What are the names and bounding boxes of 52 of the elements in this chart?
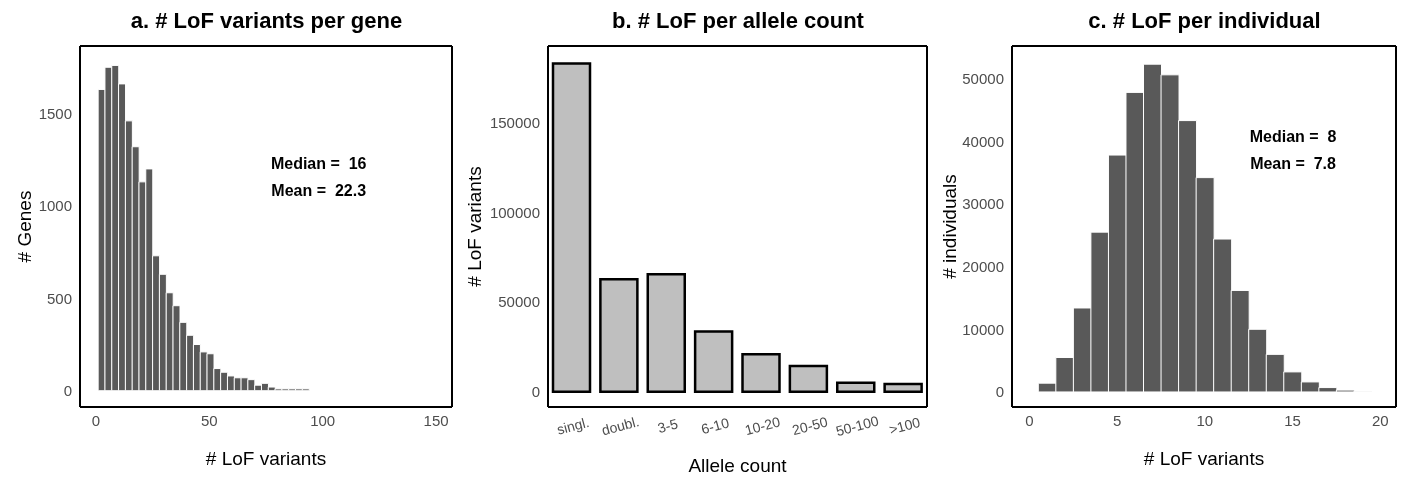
x-tick-label: doubl. xyxy=(599,413,641,439)
y-tick-label: 0 xyxy=(531,383,540,401)
x-tick-label: 5 xyxy=(1113,411,1122,429)
bar xyxy=(599,278,639,393)
bar xyxy=(741,352,781,393)
x-tick-label: 10-20 xyxy=(743,413,783,439)
x-tick-label: 15 xyxy=(1284,411,1301,429)
annotation: Median = 8 xyxy=(1249,127,1337,147)
bar xyxy=(883,382,923,393)
x-tick-label: 50 xyxy=(200,411,218,429)
y-tick-label: 1500 xyxy=(38,104,72,122)
y-tick-label: 50000 xyxy=(498,293,540,311)
y-tick-label: 0 xyxy=(63,382,72,400)
x-axis-title: # LoF variants xyxy=(205,448,327,469)
x-tick-label: 150 xyxy=(423,411,449,429)
y-tick-label: 500 xyxy=(46,289,72,307)
x-tick-label: 10 xyxy=(1196,411,1214,429)
y-tick-label: 50000 xyxy=(962,69,1004,87)
x-tick-label: 0 xyxy=(1025,411,1034,429)
x-tick-label: 6-10 xyxy=(699,414,731,438)
chart-title: b. # LoF per allele count xyxy=(611,8,865,35)
bar xyxy=(646,273,686,393)
chart-title: a. # LoF variants per gene xyxy=(129,8,404,35)
y-axis-title: # Genes xyxy=(13,190,35,263)
x-tick-label: 100 xyxy=(310,411,336,429)
x-tick-label: 50-100 xyxy=(834,412,881,440)
chart-title: c. # LoF per individual xyxy=(1087,8,1322,35)
bar xyxy=(693,330,734,393)
x-tick-label: 3-5 xyxy=(655,415,680,437)
x-tick-label: 20-50 xyxy=(790,413,830,439)
annotation: Median = 16 xyxy=(270,154,367,174)
y-tick-label: 150000 xyxy=(489,113,540,131)
annotation: Mean = 7.8 xyxy=(1249,154,1337,174)
y-tick-label: 1000 xyxy=(38,197,72,215)
x-axis-title: Allele count xyxy=(688,455,788,476)
y-tick-label: 40000 xyxy=(962,132,1004,150)
bar xyxy=(551,62,592,393)
y-tick-label: 100000 xyxy=(489,203,540,221)
bar xyxy=(788,364,829,393)
y-tick-label: 0 xyxy=(995,383,1004,401)
annotation: Mean = 22.3 xyxy=(270,181,367,201)
x-tick-label: 0 xyxy=(91,411,101,429)
bar xyxy=(836,381,876,393)
x-tick-label: singl. xyxy=(555,413,591,438)
y-tick-label: 20000 xyxy=(962,257,1004,275)
x-tick-label: >100 xyxy=(887,413,923,438)
y-axis-title: # individuals xyxy=(938,174,960,279)
y-axis-title: # LoF variants xyxy=(463,166,485,287)
y-tick-label: 10000 xyxy=(962,320,1004,338)
x-tick-label: 20 xyxy=(1371,411,1389,429)
x-axis-title: # LoF variants xyxy=(1143,448,1265,469)
y-tick-label: 30000 xyxy=(962,195,1004,213)
